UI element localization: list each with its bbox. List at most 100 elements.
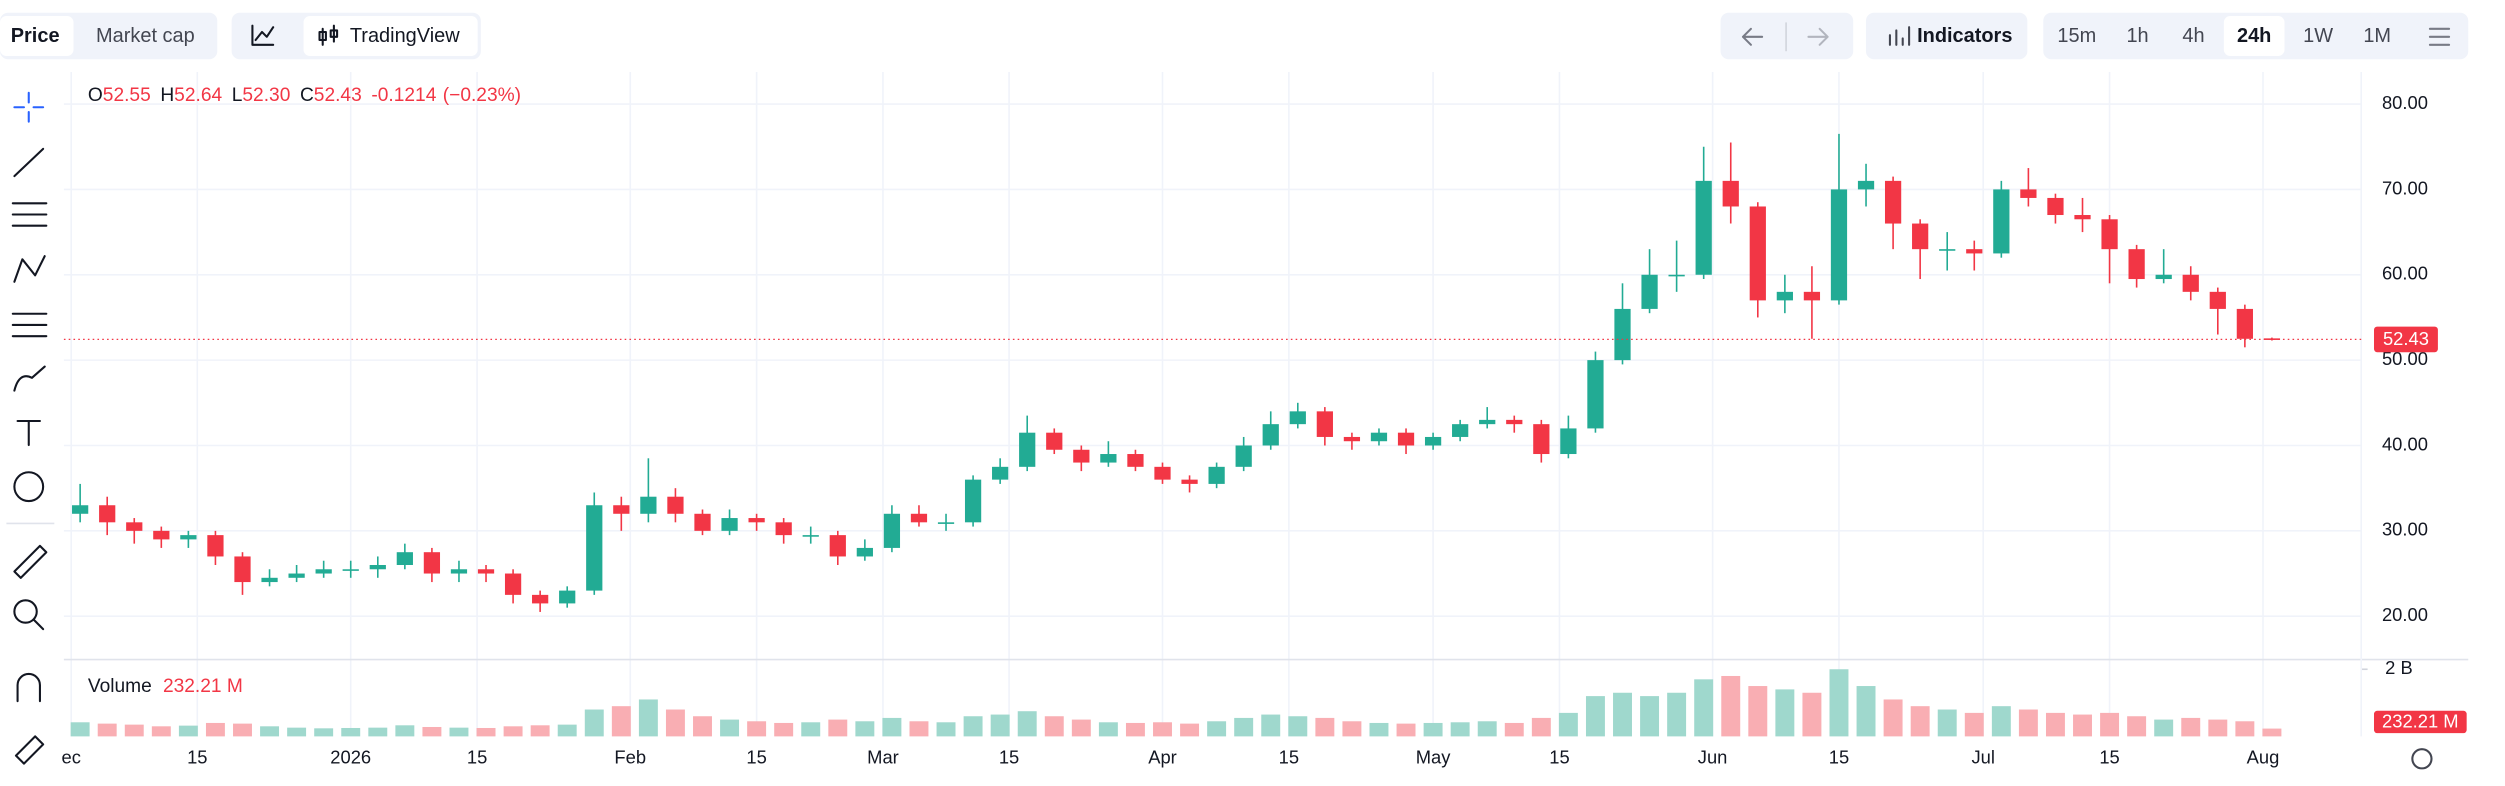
settings-gear[interactable]: [2411, 748, 2433, 770]
ohlc-key: C: [300, 85, 314, 106]
candle-body: [2074, 215, 2091, 220]
x-tick-label: 15: [2099, 747, 2119, 768]
x-tick-label: 15: [746, 747, 766, 768]
x-tick-label: 15: [1549, 747, 1569, 768]
forecast-tool[interactable]: [11, 312, 48, 338]
interval-button[interactable]: 4h: [2182, 25, 2204, 47]
interval-button[interactable]: 1M: [2363, 25, 2391, 47]
x-tick-label: 15: [1829, 747, 1849, 768]
candle-body: [1208, 466, 1225, 484]
volume-bar: [1613, 692, 1632, 737]
candle-body: [234, 556, 251, 583]
candle-body: [2101, 219, 2118, 250]
x-tick-label: 15: [187, 747, 207, 768]
volume-bar: [1910, 706, 1930, 737]
candle-body: [1641, 274, 1658, 309]
volume-bar: [1937, 709, 1957, 737]
ruler-tool[interactable]: [13, 544, 48, 579]
volume-bar: [2127, 716, 2147, 737]
candle-body: [342, 569, 359, 571]
volume-bar: [503, 726, 523, 737]
brush-tool[interactable]: [13, 365, 46, 392]
trendline-tool[interactable]: [13, 147, 45, 178]
line-chart-icon[interactable]: [251, 24, 275, 46]
volume-bar: [909, 721, 929, 737]
volume-bar: [1721, 675, 1741, 737]
volume-bar: [1450, 722, 1470, 737]
candle-body: [1506, 419, 1523, 425]
ohlc-key: H: [160, 85, 174, 106]
volume-bar: [1234, 717, 1254, 737]
zoom-tool[interactable]: [13, 599, 38, 624]
candle-body: [369, 564, 386, 570]
interval-button[interactable]: 1h: [2126, 25, 2148, 47]
volume-bar: [1883, 699, 1903, 737]
candle-body: [2236, 308, 2253, 339]
tab[interactable]: Market cap: [96, 25, 195, 47]
candle-body: [207, 535, 224, 557]
interval-button[interactable]: 1W: [2303, 25, 2333, 47]
ohlc-change-pct: (−0.23%): [443, 85, 521, 106]
text-tool[interactable]: [16, 419, 41, 447]
volume-bar: [855, 721, 875, 737]
y-tick-label: 60.00: [2382, 263, 2428, 284]
candle-body: [2128, 249, 2145, 280]
volume-bar: [963, 716, 983, 737]
candle-body: [1370, 432, 1388, 442]
candle-body: [72, 505, 89, 514]
brand-button[interactable]: TradingView: [350, 25, 460, 47]
candle-body: [1912, 223, 1929, 250]
tab[interactable]: Price: [11, 25, 60, 47]
candle-body: [504, 573, 522, 595]
eraser-tool[interactable]: [14, 735, 45, 765]
crosshair-tool[interactable]: [13, 91, 45, 123]
volume-bar: [1531, 717, 1551, 737]
indicators-bg: [1865, 12, 2028, 60]
volume-bar: [2045, 712, 2065, 737]
candle-body: [1127, 454, 1144, 467]
volume-bar: [124, 724, 144, 737]
volume-bar: [611, 706, 631, 737]
volume-bar: [2100, 712, 2120, 737]
pattern-tool[interactable]: [13, 255, 46, 283]
interval-button[interactable]: 15m: [2057, 25, 2096, 47]
interval-buttons: 15m 1h 4h 24h 1W 1M: [2057, 16, 2391, 57]
candle-body: [1316, 411, 1333, 437]
undo-button[interactable]: [1741, 27, 1764, 46]
candle-body: [2020, 189, 2037, 198]
candle-body: [1939, 249, 1956, 251]
volume-bar: [1667, 692, 1687, 737]
x-tick-label: Aug: [2247, 747, 2280, 768]
emoji-tool[interactable]: [13, 471, 45, 503]
x-tick-label: 15: [467, 747, 487, 768]
candle-body: [2209, 291, 2226, 309]
settings-button[interactable]: [2428, 27, 2451, 46]
candle-body: [2182, 274, 2199, 292]
ohlc-value: 52.55: [103, 85, 151, 106]
magnet-tool[interactable]: [16, 672, 41, 703]
redo-button[interactable]: [1807, 27, 1829, 46]
volume-bar: [720, 719, 740, 737]
candle-body: [1289, 411, 1306, 425]
x-tick-label: Mar: [867, 747, 899, 768]
volume-badge: [2373, 710, 2467, 734]
fib-tool[interactable]: [11, 202, 48, 227]
volume-bar: [2262, 728, 2282, 737]
candle-body: [1857, 180, 1875, 190]
drawing-toolbar: [0, 70, 61, 786]
volume-bar: [1802, 692, 1822, 737]
volume-bar: [530, 725, 550, 737]
y-tick-label: 20.00: [2382, 604, 2428, 625]
y-tick-label: 80.00: [2382, 92, 2428, 113]
interval-selected-bg: [2223, 16, 2285, 57]
x-tick-label: Jun: [1698, 747, 1728, 768]
interval-button[interactable]: 24h: [2237, 25, 2271, 47]
candle-body: [450, 569, 468, 574]
volume-bar: [1288, 716, 1308, 737]
candle-body: [1614, 308, 1631, 361]
volume-bar: [449, 727, 469, 737]
volume-bar: [1991, 706, 2011, 737]
volume-bar: [557, 724, 577, 737]
indicators-button[interactable]: Indicators: [1917, 25, 2012, 47]
